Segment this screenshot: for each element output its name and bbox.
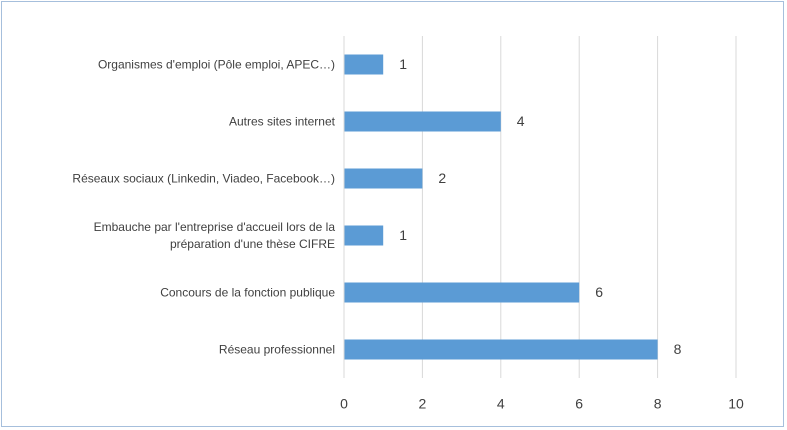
y-tick-label: Autres sites internet	[228, 114, 335, 128]
data-label: 1	[399, 56, 407, 72]
bar	[344, 54, 384, 75]
bar	[344, 111, 501, 132]
bar	[344, 168, 423, 189]
data-label: 4	[517, 113, 525, 129]
x-tick-label: 2	[419, 396, 427, 412]
y-tick-label: Réseaux sociaux (Linkedin, Viadeo, Faceb…	[72, 171, 335, 185]
x-tick-label: 8	[654, 396, 662, 412]
y-tick-label: Organismes d'emploi (Pôle emploi, APEC…)	[97, 57, 335, 71]
x-tick-label: 6	[575, 396, 583, 412]
y-tick-label: Réseau professionnel	[218, 342, 335, 356]
bar	[344, 225, 384, 246]
x-tick-label: 10	[728, 396, 744, 412]
x-tick-label: 0	[340, 396, 348, 412]
bar	[344, 282, 580, 303]
x-tick-label: 4	[497, 396, 505, 412]
bar	[344, 339, 658, 360]
y-tick-label: Concours de la fonction publique	[160, 285, 335, 299]
data-label: 1	[399, 227, 407, 243]
data-label: 2	[438, 170, 446, 186]
y-tick-label: Embauche par l'entreprise d'accueil lors…	[93, 219, 335, 251]
data-label: 6	[595, 284, 603, 300]
data-label: 8	[674, 341, 682, 357]
